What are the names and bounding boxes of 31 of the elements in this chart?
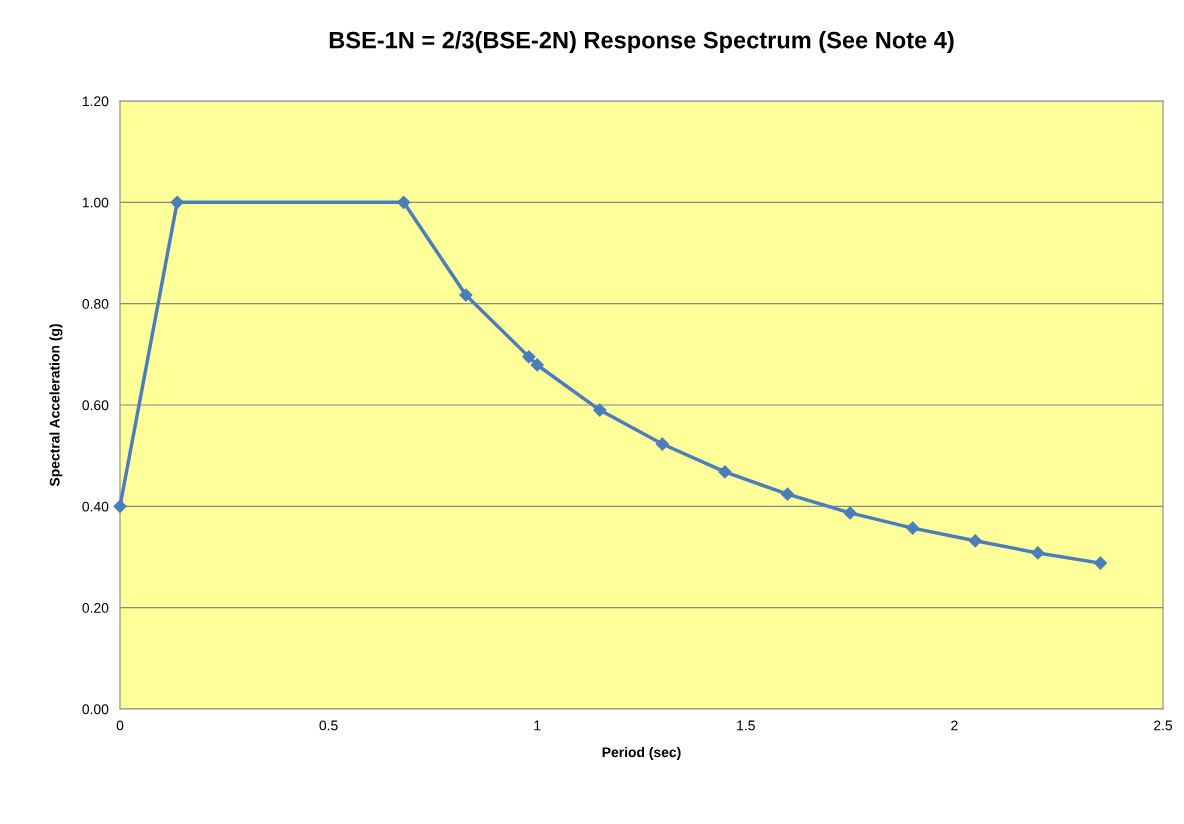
x-tick-label: 1 <box>534 720 541 731</box>
y-tick-label: 0.40 <box>82 501 109 512</box>
x-tick-label: 0 <box>116 720 124 731</box>
point <box>780 487 795 501</box>
point <box>170 195 184 209</box>
point <box>530 358 544 372</box>
point <box>1031 546 1045 560</box>
x-axis-title: Period (sec) <box>602 746 681 760</box>
point <box>968 534 982 548</box>
y-tick-label: 1.00 <box>82 197 109 208</box>
point <box>843 506 857 520</box>
point <box>655 437 669 451</box>
y-axis-title: Spectral Acceleration (g) <box>49 324 63 487</box>
x-tick-label: 2 <box>951 720 958 731</box>
point <box>906 521 920 535</box>
x-tick-label: 0.5 <box>319 720 338 731</box>
point <box>459 288 473 302</box>
y-tick-label: 0.00 <box>82 704 109 715</box>
y-tick-label: 0.80 <box>82 299 109 309</box>
y-tick-label: 1.20 <box>82 96 109 107</box>
point <box>113 499 127 513</box>
x-tick-label: 1.5 <box>737 720 755 731</box>
y-tick-label: 0.60 <box>82 400 109 411</box>
x-tick-label: 2.5 <box>1154 720 1173 731</box>
y-tick-label: 0.20 <box>82 603 109 613</box>
point <box>522 350 536 364</box>
point <box>397 195 411 209</box>
point <box>1093 556 1108 570</box>
point <box>593 403 607 417</box>
point <box>718 465 732 479</box>
chart-title: BSE-1N = 2/3(BSE-2N) Response Spectrum (See Note 4) <box>329 31 954 54</box>
